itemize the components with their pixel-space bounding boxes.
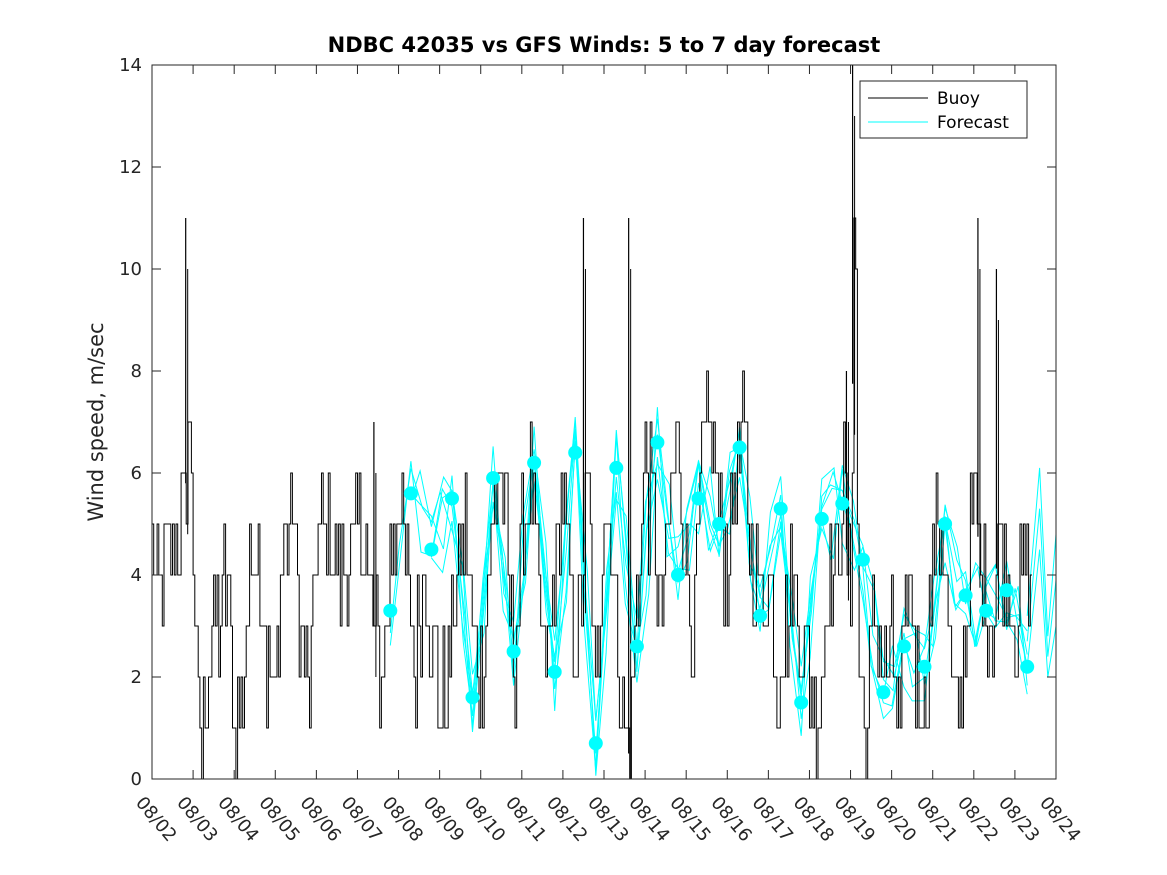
y-axis-ticks: 0 2 4 6 8 10 12 14 bbox=[119, 55, 1056, 790]
y-tick-label: 2 bbox=[131, 667, 142, 688]
forecast-marker bbox=[527, 455, 542, 470]
legend-box bbox=[859, 80, 1028, 139]
y-axis-label: Wind speed, m/sec bbox=[84, 322, 108, 521]
forecast-marker bbox=[383, 603, 398, 618]
y-tick-label: 6 bbox=[131, 463, 142, 484]
forecast-marker bbox=[547, 664, 562, 679]
forecast-marker bbox=[712, 517, 727, 531]
y-tick-label: 8 bbox=[131, 361, 142, 382]
forecast-marker bbox=[609, 460, 624, 475]
forecast-marker bbox=[753, 608, 768, 623]
forecast-marker bbox=[424, 542, 439, 557]
chart-title: NDBC 42035 vs GFS Winds: 5 to 7 day fore… bbox=[328, 33, 881, 57]
forecast-line bbox=[389, 418, 1028, 769]
forecast-marker bbox=[629, 639, 644, 654]
forecast-marker bbox=[1020, 659, 1035, 674]
forecast-line bbox=[1026, 508, 1057, 657]
forecast-marker bbox=[958, 588, 973, 603]
plot-area bbox=[152, 65, 1056, 779]
buoy-line bbox=[152, 217, 1032, 780]
forecast-marker bbox=[835, 496, 850, 511]
y-tick-label: 14 bbox=[119, 55, 142, 76]
forecast-marker bbox=[465, 690, 480, 705]
y-tick-label: 12 bbox=[119, 157, 142, 178]
forecast-marker bbox=[650, 435, 665, 450]
forecast-marker bbox=[794, 695, 809, 710]
forecast-line bbox=[389, 431, 1028, 772]
forecast-marker bbox=[999, 583, 1014, 598]
y-tick-label: 4 bbox=[131, 565, 142, 586]
forecast-marker bbox=[814, 511, 829, 526]
legend-buoy-label: Buoy bbox=[937, 89, 980, 109]
legend-forecast-label: Forecast bbox=[937, 113, 1009, 133]
forecast-marker bbox=[917, 659, 932, 674]
forecast-marker bbox=[691, 491, 706, 506]
forecast-marker bbox=[979, 603, 994, 618]
buoy-series bbox=[152, 65, 1032, 780]
forecast-markers bbox=[383, 435, 1035, 751]
forecast-marker bbox=[938, 517, 953, 531]
y-tick-label: 0 bbox=[131, 769, 142, 790]
forecast-marker bbox=[876, 685, 891, 700]
legend: Buoy Forecast bbox=[859, 80, 1028, 139]
forecast-marker bbox=[486, 471, 501, 486]
forecast-marker bbox=[445, 491, 459, 506]
forecast-line bbox=[1026, 549, 1057, 678]
forecast-marker bbox=[671, 568, 685, 582]
forecast-marker bbox=[568, 445, 583, 460]
forecast-marker bbox=[773, 501, 788, 516]
y-tick-label: 10 bbox=[119, 259, 142, 280]
forecast-line bbox=[1026, 467, 1057, 637]
forecast-marker bbox=[855, 552, 870, 567]
forecast-marker bbox=[588, 736, 603, 751]
forecast-marker bbox=[403, 486, 418, 501]
forecast-marker bbox=[732, 440, 747, 455]
forecast-marker bbox=[506, 644, 521, 659]
forecast-marker bbox=[897, 639, 911, 654]
